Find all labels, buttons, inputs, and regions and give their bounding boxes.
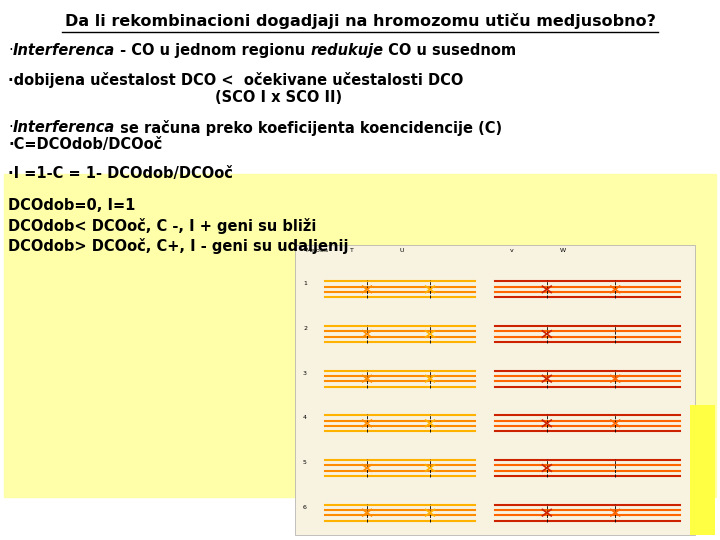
Text: Da li rekombinacioni dogadjaji na hromozomu utiču medjusobno?: Da li rekombinacioni dogadjaji na hromoz…: [65, 13, 655, 29]
Text: - CO u jednom regionu: - CO u jednom regionu: [115, 43, 310, 58]
Text: Meiosis: Meiosis: [305, 248, 328, 253]
Text: ·: ·: [8, 120, 13, 135]
Text: 5: 5: [303, 460, 307, 465]
Text: Interferenca: Interferenca: [13, 120, 115, 135]
Text: CO u susednom: CO u susednom: [383, 43, 516, 58]
Text: 2: 2: [303, 326, 307, 331]
Text: Interferenca: Interferenca: [13, 43, 115, 58]
Text: T: T: [350, 248, 354, 253]
Text: 6: 6: [303, 504, 307, 510]
FancyBboxPatch shape: [4, 174, 716, 497]
Text: ·C=DCOdob/DCOoč: ·C=DCOdob/DCOoč: [8, 137, 162, 152]
Text: ·I =1-C = 1- DCOdob/DCOoč: ·I =1-C = 1- DCOdob/DCOoč: [8, 166, 233, 181]
Text: (SCO I x SCO II): (SCO I x SCO II): [215, 90, 342, 105]
FancyBboxPatch shape: [690, 405, 715, 535]
Text: U: U: [400, 248, 405, 253]
Text: ·dobijena učestalost DCO <  očekivane učestalosti DCO: ·dobijena učestalost DCO < očekivane uče…: [8, 72, 464, 88]
Text: 1: 1: [303, 281, 307, 286]
Text: W: W: [560, 248, 566, 253]
Text: redukuje: redukuje: [310, 43, 383, 58]
FancyBboxPatch shape: [295, 245, 695, 535]
Text: DCOdob=0, I=1: DCOdob=0, I=1: [8, 198, 135, 213]
Text: 3: 3: [303, 370, 307, 376]
Text: DCOdob> DCOoč, C+, I - geni su udaljenij: DCOdob> DCOoč, C+, I - geni su udaljenij: [8, 238, 348, 254]
Text: DCOdob< DCOoč, C -, I + geni su bliži: DCOdob< DCOoč, C -, I + geni su bliži: [8, 218, 316, 234]
Text: v: v: [510, 248, 514, 253]
Text: ·: ·: [8, 43, 13, 58]
Text: 4: 4: [303, 415, 307, 420]
Text: se računa preko koeficijenta koencidencije (C): se računa preko koeficijenta koencidenci…: [115, 120, 502, 136]
